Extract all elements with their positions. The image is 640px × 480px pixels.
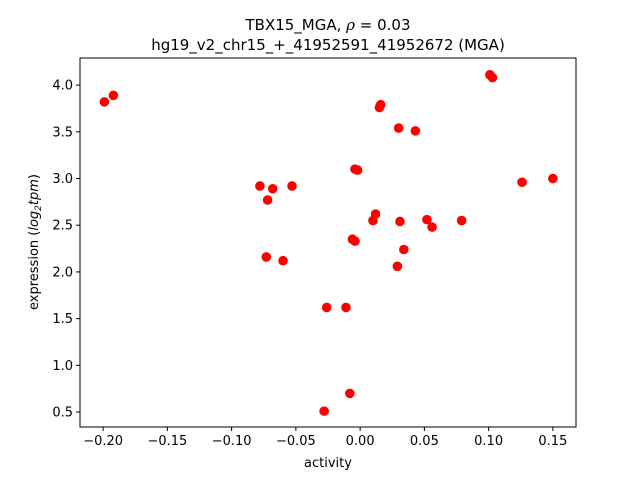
data-point bbox=[341, 302, 351, 313]
x-axis-label: activity bbox=[304, 456, 352, 471]
chart-title: TBX15_MGA, ρ = 0.03 hg19_v2_chr15_+_4195… bbox=[151, 16, 505, 55]
data-point bbox=[393, 123, 404, 133]
data-point bbox=[422, 214, 432, 225]
data-point bbox=[392, 261, 403, 272]
data-point bbox=[262, 195, 273, 205]
chart-title-line2: hg19_v2_chr15_+_41952591_41952672 (MGA) bbox=[151, 36, 505, 55]
plot-area-frame bbox=[79, 57, 577, 428]
data-point bbox=[352, 165, 363, 175]
x-tick-label: 0.00 bbox=[346, 434, 375, 449]
data-point bbox=[350, 236, 360, 246]
x-tick-label: 0.10 bbox=[474, 434, 503, 449]
data-points bbox=[99, 70, 558, 416]
x-tick-label: −0.05 bbox=[276, 434, 316, 449]
data-point bbox=[345, 388, 355, 399]
x-tick-label: −0.20 bbox=[83, 434, 123, 449]
data-point bbox=[261, 252, 272, 262]
data-point bbox=[427, 222, 437, 232]
data-point bbox=[375, 99, 386, 110]
data-point bbox=[410, 126, 421, 136]
chart-title-line1: TBX15_MGA, ρ = 0.03 bbox=[244, 16, 410, 35]
x-tick-label: −0.15 bbox=[147, 434, 187, 449]
y-tick-label: 2.0 bbox=[52, 265, 73, 280]
x-tick-label: 0.15 bbox=[538, 434, 567, 449]
data-point bbox=[255, 181, 265, 191]
y-tick-label: 4.0 bbox=[52, 79, 73, 94]
y-tick-label: 2.5 bbox=[52, 219, 73, 234]
x-tick-label: −0.10 bbox=[212, 434, 252, 449]
y-axis-label: expression (log2tpm) bbox=[27, 174, 44, 310]
data-point bbox=[321, 302, 332, 313]
y-tick-label: 1.0 bbox=[52, 359, 73, 374]
data-point bbox=[267, 183, 278, 194]
data-point bbox=[395, 216, 405, 227]
data-point bbox=[99, 97, 110, 107]
data-point bbox=[548, 173, 558, 184]
y-axis: 0.5 1.0 1.5 2.0 2.5 3.0 3.5 4.0 bbox=[52, 79, 80, 421]
y-tick-label: 3.5 bbox=[52, 125, 73, 140]
data-point bbox=[487, 72, 498, 83]
x-tick-label: 0.05 bbox=[410, 434, 439, 449]
data-point bbox=[278, 255, 288, 266]
x-axis: −0.20 −0.15 −0.10 −0.05 0.00 0.05 0.10 0.15 bbox=[83, 427, 567, 449]
y-tick-label: 1.5 bbox=[52, 312, 73, 327]
data-point bbox=[399, 244, 409, 255]
data-point bbox=[517, 177, 527, 188]
data-point bbox=[319, 406, 329, 416]
y-tick-label: 3.0 bbox=[52, 172, 73, 187]
data-point bbox=[287, 181, 297, 191]
data-point bbox=[108, 90, 119, 101]
y-tick-label: 0.5 bbox=[52, 406, 73, 421]
data-point bbox=[456, 215, 467, 226]
data-point bbox=[370, 209, 381, 219]
